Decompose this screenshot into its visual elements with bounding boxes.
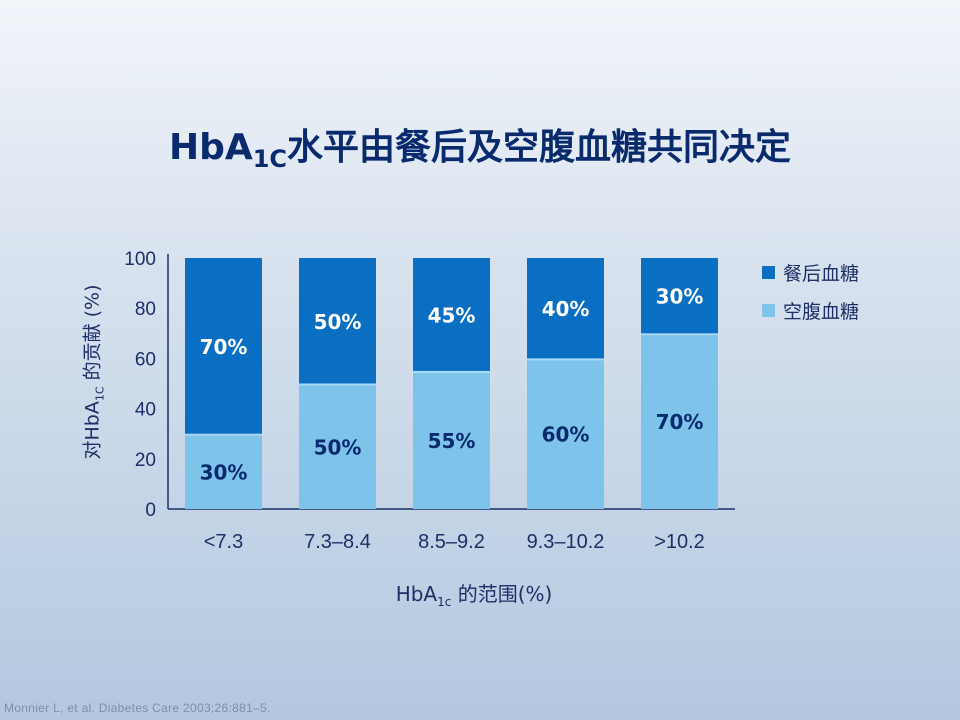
y-tick-label: 100 xyxy=(124,249,156,270)
data-label-fasting: 70% xyxy=(656,410,704,434)
legend-label-fasting: 空腹血糖 xyxy=(783,300,860,323)
data-label-postprandial: 40% xyxy=(542,297,590,321)
data-label-fasting: 55% xyxy=(428,429,476,453)
x-tick-label: >10.2 xyxy=(654,531,705,553)
x-tick-label: 8.5–9.2 xyxy=(418,531,485,553)
data-label-postprandial: 30% xyxy=(656,285,704,309)
citation-footnote: Monnier L, et al. Diabetes Care 2003;26:… xyxy=(4,701,271,715)
bar-segment-fasting xyxy=(413,370,490,509)
data-label-postprandial: 45% xyxy=(428,303,476,327)
legend-swatch-postprandial xyxy=(762,265,775,279)
bar-segment-fasting xyxy=(641,333,718,509)
legend-item-postprandial: 餐后血糖 xyxy=(762,262,859,285)
y-tick-label: 0 xyxy=(145,500,156,521)
data-label-postprandial: 50% xyxy=(314,310,362,334)
data-label-postprandial: 70% xyxy=(200,335,248,359)
y-tick-label: 20 xyxy=(135,450,156,471)
y-axis-label: 对HbA1C 的贡献 (%) xyxy=(81,284,107,460)
bar-segment-fasting xyxy=(299,383,376,509)
x-axis-label: HbA1c 的范围(%) xyxy=(395,582,553,609)
x-tick-label: 7.3–8.4 xyxy=(304,531,371,553)
bar-segment-postprandial xyxy=(527,258,604,359)
x-tick-label: 9.3–10.2 xyxy=(527,531,605,553)
bar-segment-fasting xyxy=(527,358,604,509)
bar-segment-fasting xyxy=(185,433,262,509)
legend-label-postprandial: 餐后血糖 xyxy=(783,262,860,285)
data-label-fasting: 60% xyxy=(542,423,590,447)
y-tick-label: 60 xyxy=(135,349,156,370)
data-label-fasting: 50% xyxy=(314,435,362,459)
y-tick-label: 40 xyxy=(135,400,156,421)
legend-item-fasting: 空腹血糖 xyxy=(762,300,859,323)
bar-segment-postprandial xyxy=(185,258,262,434)
chart-legend: 餐后血糖 空腹血糖 xyxy=(762,262,859,338)
bar-segment-postprandial xyxy=(641,258,718,334)
y-tick-label: 80 xyxy=(135,299,156,320)
legend-swatch-fasting xyxy=(762,303,775,317)
data-label-fasting: 30% xyxy=(200,460,248,484)
x-tick-label: <7.3 xyxy=(204,531,243,553)
bar-segment-postprandial xyxy=(299,258,376,384)
slide-title: HbA1C水平由餐后及空腹血糖共同决定 xyxy=(168,127,792,173)
bar-segment-postprandial xyxy=(413,258,490,371)
